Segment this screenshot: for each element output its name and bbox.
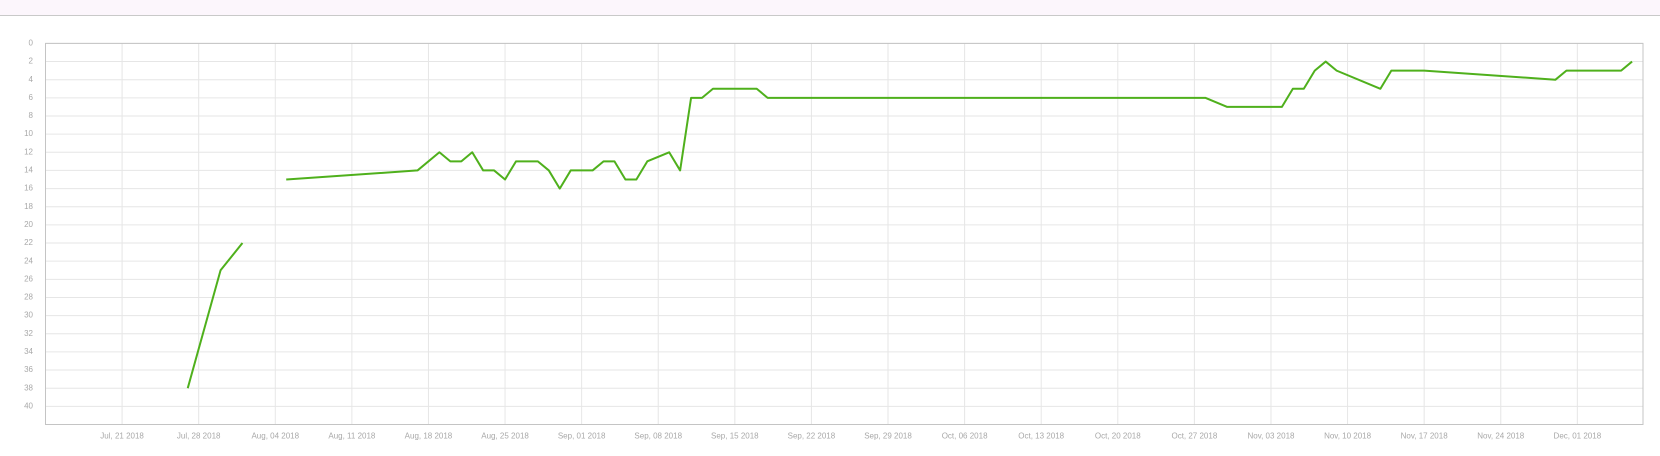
x-tick-label: Aug, 25 2018 xyxy=(481,432,529,441)
x-tick-label: Nov, 24 2018 xyxy=(1477,432,1525,441)
y-tick-label: 8 xyxy=(29,111,34,120)
x-tick-label: Oct, 13 2018 xyxy=(1018,432,1064,441)
x-tick-label: Jul, 28 2018 xyxy=(177,432,221,441)
line-series xyxy=(186,60,1633,389)
y-tick-label: 22 xyxy=(24,238,33,247)
y-tick-label: 0 xyxy=(29,39,34,48)
y-tick-label: 14 xyxy=(24,166,33,175)
x-tick-label: Sep, 01 2018 xyxy=(558,432,606,441)
x-tick-label: Sep, 22 2018 xyxy=(788,432,836,441)
plot-border xyxy=(45,42,1644,426)
x-tick-label: Oct, 06 2018 xyxy=(942,432,988,441)
y-tick-label: 4 xyxy=(29,75,34,84)
y-tick-label: 20 xyxy=(24,220,33,229)
x-tick-label: Nov, 10 2018 xyxy=(1324,432,1372,441)
y-tick-label: 18 xyxy=(24,202,33,211)
y-tick-label: 30 xyxy=(24,311,33,320)
x-tick-label: Dec, 01 2018 xyxy=(1554,432,1602,441)
x-tick-label: Jul, 21 2018 xyxy=(100,432,144,441)
x-tick-label: Oct, 27 2018 xyxy=(1171,432,1217,441)
x-tick-label: Nov, 03 2018 xyxy=(1247,432,1295,441)
y-tick-label: 38 xyxy=(24,383,33,392)
x-tick-label: Sep, 29 2018 xyxy=(864,432,912,441)
y-tick-label: 24 xyxy=(24,256,33,265)
x-tick-label: Aug, 18 2018 xyxy=(405,432,453,441)
y-tick-label: 2 xyxy=(29,57,34,66)
x-tick-label: Aug, 11 2018 xyxy=(328,432,376,441)
y-tick-label: 16 xyxy=(24,184,33,193)
x-tick-label: Nov, 17 2018 xyxy=(1401,432,1449,441)
y-tick-label: 26 xyxy=(24,274,33,283)
y-tick-label: 40 xyxy=(24,401,33,410)
y-tick-label: 28 xyxy=(24,293,33,302)
x-tick-label: Aug, 04 2018 xyxy=(251,432,299,441)
y-tick-label: 12 xyxy=(24,147,33,156)
y-tick-label: 10 xyxy=(24,129,33,138)
x-tick-label: Sep, 15 2018 xyxy=(711,432,759,441)
x-tick-label: Sep, 08 2018 xyxy=(634,432,682,441)
y-tick-label: 6 xyxy=(29,93,34,102)
y-tick-label: 36 xyxy=(24,365,33,374)
x-tick-label: Oct, 20 2018 xyxy=(1095,432,1141,441)
y-tick-label: 34 xyxy=(24,347,33,356)
y-tick-label: 32 xyxy=(24,329,33,338)
top-bar xyxy=(0,0,1660,16)
